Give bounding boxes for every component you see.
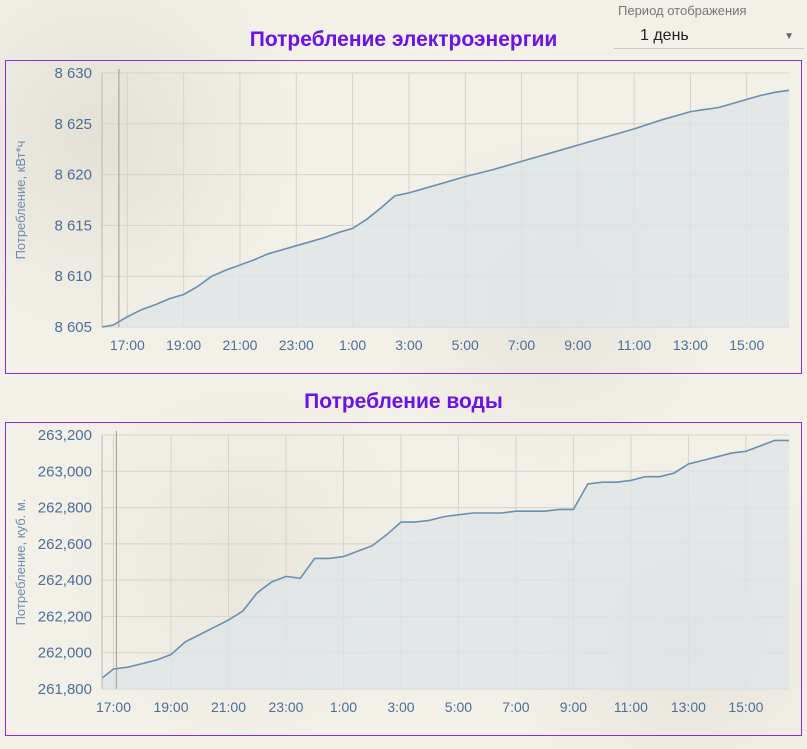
x-tick-label: 11:00 — [614, 699, 648, 715]
x-tick-label: 1:00 — [339, 337, 366, 353]
x-tick-label: 19:00 — [153, 699, 188, 715]
y-tick-label: 263,000 — [38, 463, 92, 480]
series-line — [101, 89, 790, 328]
y-axis-label: Потребление, кВт*ч — [13, 141, 28, 260]
x-tick-label: 15:00 — [729, 337, 764, 353]
x-tick-label: 13:00 — [671, 699, 706, 715]
x-tick-label: 11:00 — [617, 337, 651, 353]
series-area — [102, 440, 789, 689]
x-tick-label: 23:00 — [279, 337, 314, 353]
chart-electricity: 8 605 8 610 8 615 8 620 8 625 8 630 17:00 19:00… — [5, 60, 802, 374]
x-tick-label: 21:00 — [222, 337, 257, 353]
x-tick-label: 3:00 — [395, 337, 422, 353]
y-axis-label: Потребление, куб. м. — [13, 499, 28, 626]
period-select[interactable]: 1 день ▼ — [614, 24, 804, 49]
y-tick-label: 8 615 — [54, 217, 92, 234]
x-tick-label: 7:00 — [508, 337, 535, 353]
y-tick-label: 262,800 — [38, 500, 92, 517]
chart-electricity-svg: 8 605 8 610 8 615 8 620 8 625 8 630 17:00 19:00… — [13, 65, 790, 353]
x-tick-label: 1:00 — [330, 699, 357, 715]
y-tick-label: 8 610 — [54, 268, 92, 285]
x-tick-label: 3:00 — [387, 699, 414, 715]
x-tick-label: 19:00 — [166, 337, 201, 353]
y-tick-label: 263,200 — [38, 427, 92, 444]
x-tick-label: 13:00 — [673, 337, 708, 353]
plot-area — [101, 69, 790, 328]
x-tick-label: 5:00 — [452, 337, 479, 353]
y-tick-label: 262,000 — [38, 645, 92, 662]
chart-title-electricity: Потребление электроэнергии — [249, 28, 558, 51]
chevron-down-icon: ▼ — [784, 30, 794, 42]
y-tick-label: 262,400 — [38, 572, 92, 589]
chart-water: 261,800 262,000 262,200 262,400 262,600 262,8… — [5, 422, 802, 736]
y-tick-label: 8 620 — [54, 167, 92, 184]
chart-title-water: Потребление воды — [304, 390, 503, 413]
y-tick-label: 8 605 — [54, 319, 92, 336]
y-tick-label: 261,800 — [38, 681, 92, 698]
x-tick-label: 7:00 — [502, 699, 529, 715]
x-tick-label: 17:00 — [110, 337, 145, 353]
x-tick-label: 21:00 — [211, 699, 246, 715]
x-tick-label: 17:00 — [96, 699, 131, 715]
series-area — [102, 90, 789, 327]
period-value: 1 день — [640, 27, 689, 44]
period-label: Период отображения — [618, 3, 747, 18]
x-tick-label: 9:00 — [564, 337, 591, 353]
x-tick-label: 5:00 — [445, 699, 472, 715]
period-control: Период отображения 1 день ▼ — [614, 0, 804, 49]
x-tick-label: 9:00 — [560, 699, 587, 715]
x-tick-label: 15:00 — [728, 699, 763, 715]
y-tick-label: 8 625 — [54, 116, 92, 133]
y-tick-label: 262,200 — [38, 608, 92, 625]
plot-area — [101, 431, 790, 690]
chart-water-svg: 261,800 262,000 262,200 262,400 262,600 262,8… — [13, 427, 790, 715]
y-tick-label: 8 630 — [54, 65, 92, 82]
x-tick-label: 23:00 — [268, 699, 303, 715]
y-tick-label: 262,600 — [38, 536, 92, 553]
series-line — [101, 439, 789, 679]
